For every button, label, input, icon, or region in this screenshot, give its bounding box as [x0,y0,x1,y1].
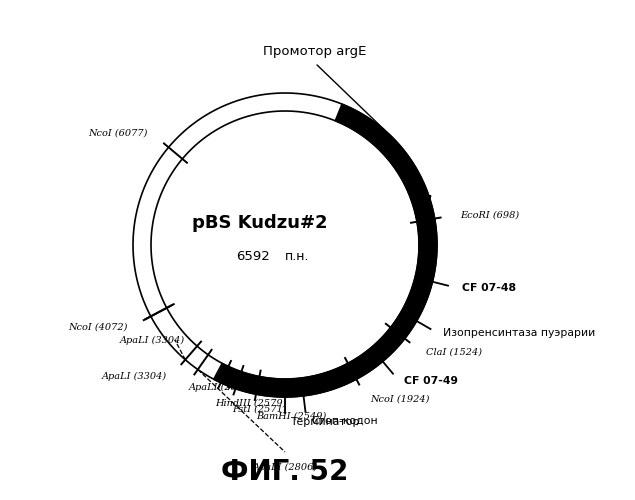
Text: NcoI (4072): NcoI (4072) [68,322,128,331]
Text: ФИГ. 52: ФИГ. 52 [222,458,349,486]
Text: Изопренсинтаза пуэрарии: Изопренсинтаза пуэрарии [443,328,596,338]
Text: 6592: 6592 [236,250,270,264]
Text: CF 07-48: CF 07-48 [462,283,516,293]
Text: PstI (2571): PstI (2571) [232,405,287,414]
Text: ApaLI (3304): ApaLI (3304) [102,372,167,381]
Text: Терминатор: Терминатор [290,417,359,427]
Polygon shape [218,371,238,388]
Text: ApaLI (2806): ApaLI (2806) [253,462,318,471]
Text: Стоп-кодон: Стоп-кодон [312,416,378,426]
Text: pBS Kudzu#2: pBS Kudzu#2 [192,214,328,232]
Text: ApaLI (2806): ApaLI (2806) [189,383,255,392]
Text: NcoI (1924): NcoI (1924) [371,394,430,403]
Text: ClaI (1524): ClaI (1524) [426,348,482,356]
Text: EcoRI (698): EcoRI (698) [460,210,519,220]
Polygon shape [335,104,434,217]
Polygon shape [213,214,437,397]
Polygon shape [411,196,431,216]
Text: Промотор argE: Промотор argE [264,45,366,58]
Text: BamHI (2549): BamHI (2549) [256,412,326,420]
Text: п.н.: п.н. [284,250,309,264]
Text: ApaLI (3304): ApaLI (3304) [120,336,185,344]
Text: HindIII (2579): HindIII (2579) [215,398,287,407]
Text: NcoI (6077): NcoI (6077) [88,128,148,138]
Text: CF 07-49: CF 07-49 [404,376,458,386]
